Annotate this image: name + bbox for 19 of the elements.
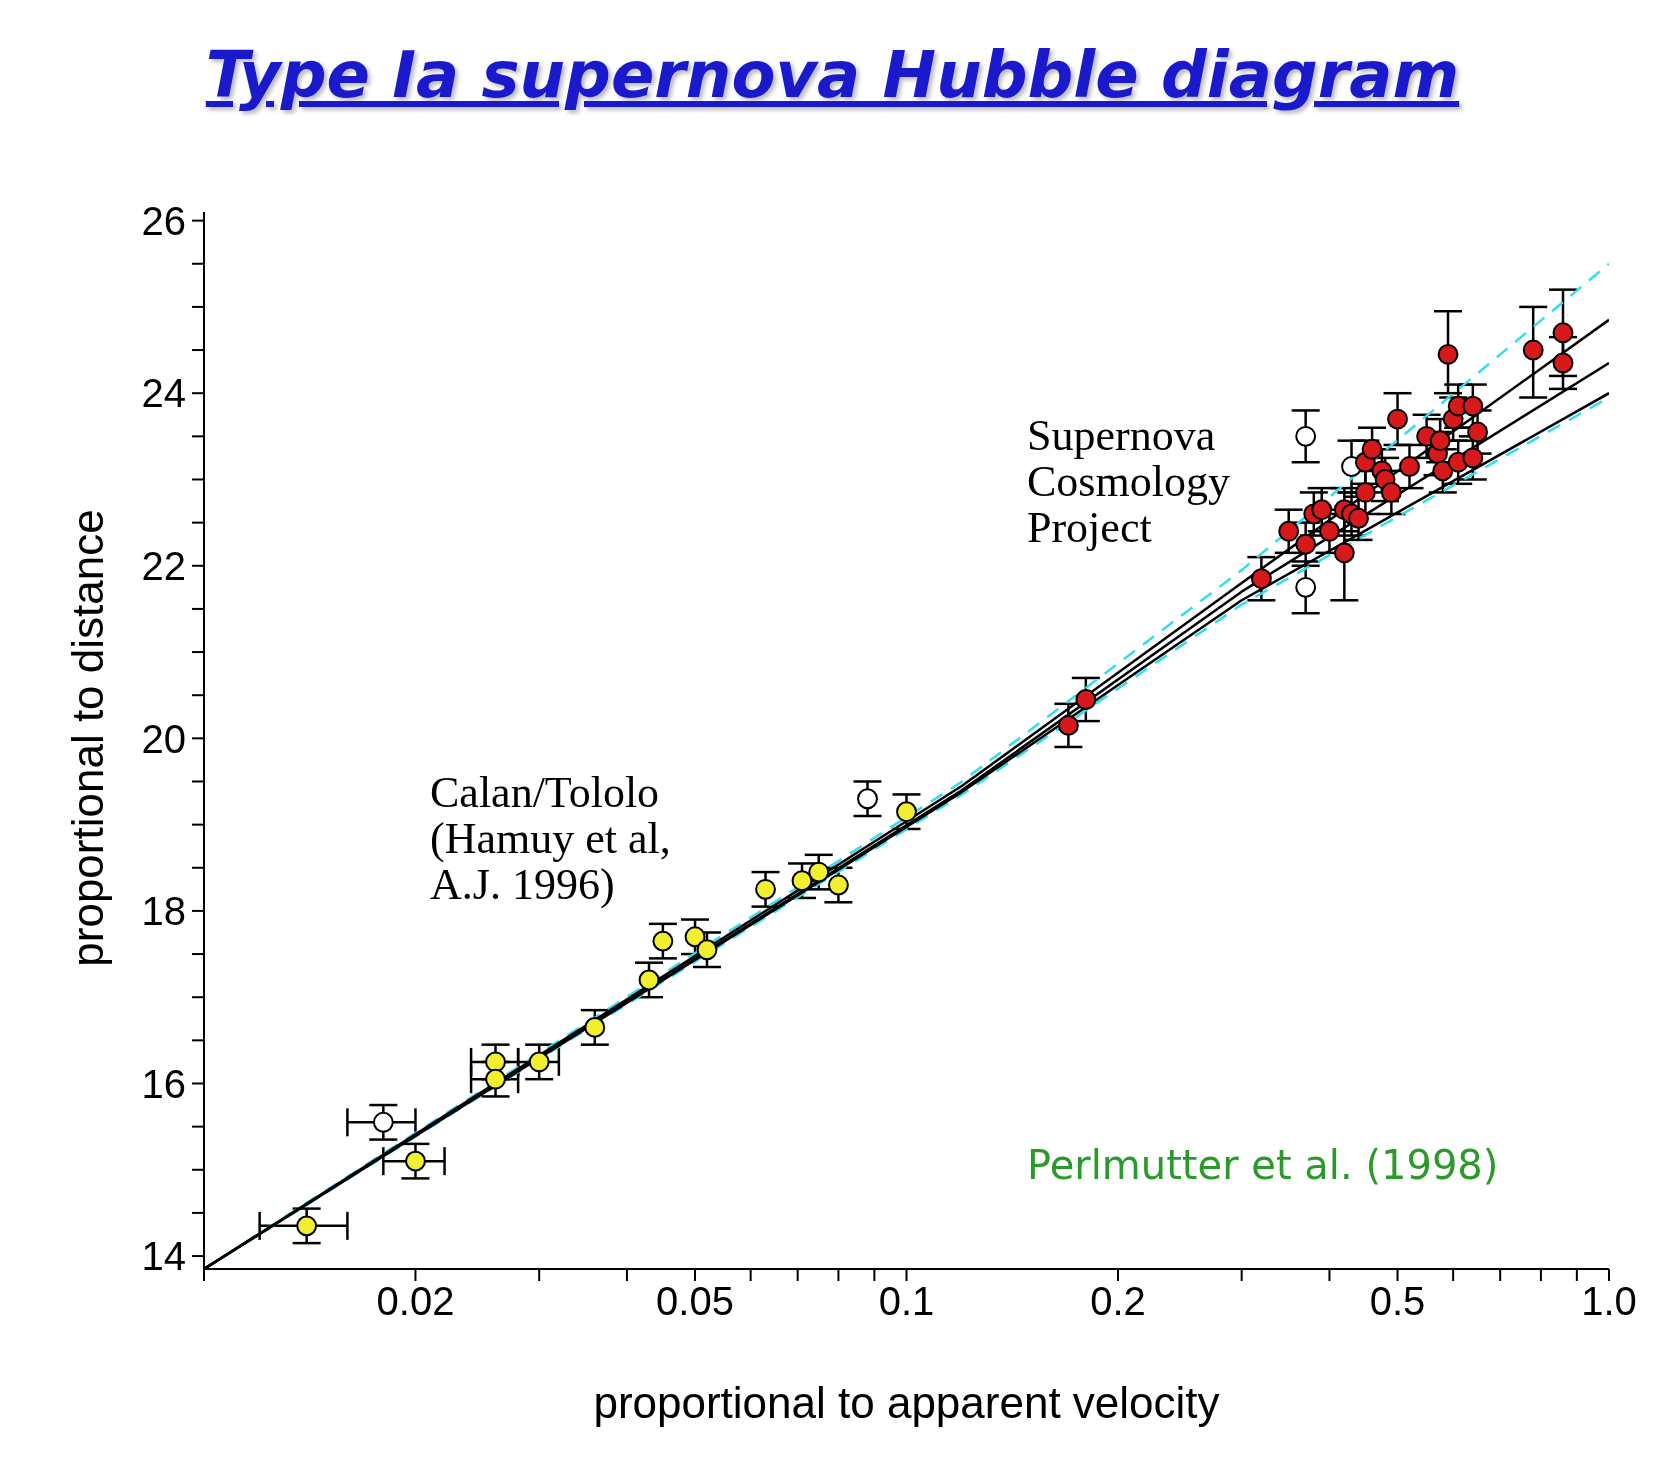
x-tick-label: 0.05 (656, 1279, 734, 1324)
y-axis-title: proportional to distance (63, 507, 113, 969)
y-tick-label: 24 (141, 371, 186, 416)
annotation: Perlmutter et al. (1998) (1027, 1142, 1500, 1188)
x-tick-label: 0.1 (878, 1279, 935, 1324)
y-tick-label: 26 (141, 198, 186, 243)
y-tick-label: 18 (141, 889, 186, 934)
chart-title: Type Ia supernova Hubble diagram (204, 38, 1461, 112)
annotation: Calan/Tololo (Hamuy et al, A.J. 1996) (430, 768, 672, 910)
y-tick-label: 14 (141, 1234, 186, 1279)
x-tick-label: 0.5 (1369, 1279, 1426, 1324)
y-tick-label: 22 (141, 543, 186, 588)
x-tick-label: 1.0 (1581, 1279, 1637, 1324)
y-tick-label: 16 (141, 1061, 186, 1106)
annotation: Supernova Cosmology Project (1027, 411, 1231, 553)
x-axis-title: proportional to apparent velocity (592, 1378, 1221, 1428)
x-tick-label: 0.02 (376, 1279, 455, 1324)
y-tick-label: 20 (141, 716, 186, 761)
x-tick-label: 0.2 (1090, 1279, 1146, 1324)
